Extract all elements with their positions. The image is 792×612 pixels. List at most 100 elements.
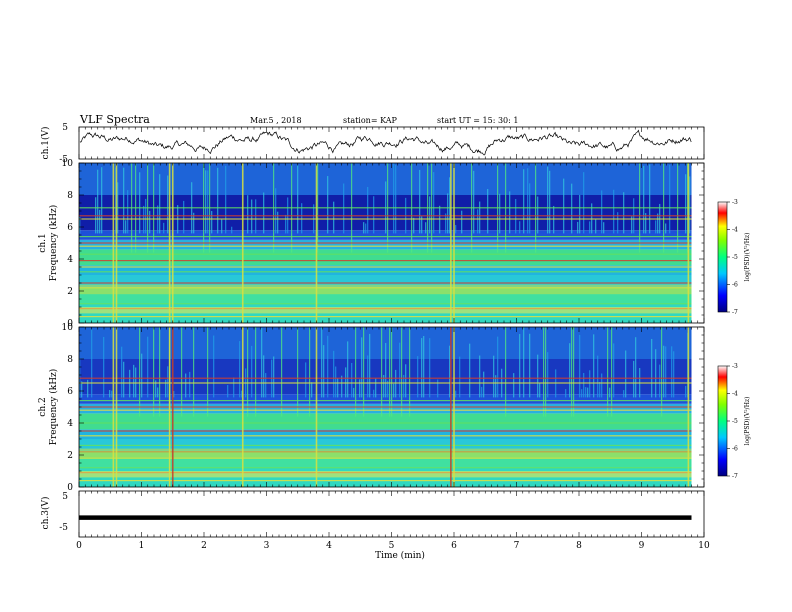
spectrogram-streak (589, 370, 591, 398)
spectrogram-streak (405, 364, 407, 398)
spectrogram-streak (217, 167, 219, 234)
spectrogram-line (79, 218, 692, 220)
spectrogram-ch2-ylabel: Frequency (kHz) (48, 369, 59, 446)
colorbar-ch1-label: log(PSD)(V²/Hz) (744, 233, 751, 282)
spectrogram-streak (211, 211, 213, 234)
time-axis-label: Time (min) (375, 550, 425, 561)
spectrogram-streak (449, 177, 451, 234)
time-axis-tick-label: 1 (139, 541, 145, 551)
spectrogram-impulse (241, 163, 244, 323)
spectrogram-ch2-xticks (78, 327, 705, 487)
spectrogram-streak (573, 327, 575, 417)
spectrogram-streak (333, 350, 335, 398)
spectrogram-streak (109, 389, 111, 398)
spectrogram-streak (537, 196, 539, 234)
spectrogram-impulse (171, 327, 174, 487)
spectrogram-streak (133, 364, 135, 398)
spectrogram-streak (101, 167, 103, 234)
time-axis-tick-label: 4 (326, 541, 332, 551)
spectrogram-ch1-image (79, 163, 692, 323)
spectrogram-streak (181, 327, 183, 417)
colorbar-tick-label: -4 (732, 227, 738, 234)
spectrogram-streak (189, 371, 191, 398)
spectrogram-streak (115, 167, 117, 234)
colorbar-ch2-label: log(PSD)(V²/Hz) (744, 397, 751, 446)
spectrogram-streak (583, 172, 585, 234)
time-axis-tick-label: 10 (698, 541, 710, 551)
spectrogram-impulse (315, 163, 318, 323)
spectrogram-band (79, 249, 692, 266)
y-tick-label: 8 (67, 355, 73, 365)
time-axis-tick-labels: 0 1 2 3 4 5 6 7 8 9 10 (76, 541, 710, 551)
colorbar-tick-label: -7 (732, 309, 738, 316)
spectrogram-streak (213, 335, 215, 398)
spectrogram-streak (447, 193, 449, 234)
spectrogram-streak (97, 169, 99, 234)
spectrogram-streak (649, 164, 651, 234)
spectrogram-streak (261, 328, 263, 398)
spectrogram-streak (391, 327, 393, 417)
spectrogram-streak (123, 361, 125, 398)
spectrogram-streak (239, 341, 241, 398)
spectrogram-streak (337, 378, 339, 398)
spectrogram-streak (661, 327, 663, 417)
y-tick-label: 10 (62, 323, 74, 333)
spectrogram-streak (375, 378, 377, 398)
spectrogram-streak (523, 169, 525, 234)
spectrogram-ch2-channel-label: ch.2 (38, 397, 48, 416)
spectrogram-streak (347, 341, 349, 398)
spectrogram-impulse (450, 163, 452, 323)
spectrogram-ch2-yticks: 0 2 4 6 8 10 (62, 323, 704, 493)
spectrogram-streak (263, 192, 265, 234)
spectrogram-streak (487, 188, 489, 234)
spectrogram-line (79, 435, 692, 437)
spectrogram-streak (251, 345, 253, 398)
spectrogram-line (79, 467, 692, 469)
colorbar-tick-label: -7 (732, 473, 738, 480)
ch3-ytick-bottom: -5 (59, 523, 68, 533)
spectrogram-streak (139, 172, 141, 234)
spectrogram-streak (617, 212, 619, 234)
spectrogram-line (79, 266, 692, 268)
spectrogram-band (79, 230, 692, 240)
spectrogram-streak (225, 165, 227, 234)
spectrogram-streak (613, 189, 615, 234)
spectrogram-streak (305, 362, 307, 398)
colorbar-ch1-gradient (717, 201, 728, 313)
spectrogram-streak (207, 327, 209, 417)
spectrogram-streak (341, 375, 343, 398)
y-tick-label: 6 (67, 223, 73, 233)
spectrogram-streak (671, 346, 673, 398)
colorbar-tick-label: -5 (732, 254, 738, 261)
header-station: station= KAP (343, 116, 398, 125)
spectrogram-streak (125, 220, 127, 234)
spectrogram-impulse (112, 163, 115, 323)
spectrogram-streak (665, 223, 667, 234)
spectrogram-streak (585, 387, 587, 398)
spectrogram-streak (383, 374, 385, 398)
spectrogram-streak (493, 355, 495, 398)
spectrogram-impulse (687, 327, 690, 487)
y-tick-label: 4 (67, 255, 73, 265)
spectrogram-streak (387, 380, 389, 398)
spectrogram-line (79, 430, 692, 432)
spectrogram-streak (363, 327, 365, 417)
spectrogram-streak (395, 369, 397, 398)
waveform-ch1-trace (79, 129, 692, 156)
spectrogram-streak (165, 379, 167, 398)
spectrogram-streak (613, 343, 615, 398)
spectrogram-streak (163, 222, 165, 234)
spectrogram-streak (323, 345, 325, 398)
spectrogram-line (79, 282, 692, 284)
spectrogram-streak (689, 176, 691, 234)
colorbar-tick-label: -3 (732, 199, 738, 206)
spectrogram-streak (449, 345, 451, 398)
spectrogram-streak (635, 337, 637, 398)
spectrogram-streak (499, 193, 501, 234)
spectrogram-streak (381, 327, 383, 417)
spectrogram-streak (81, 381, 83, 398)
spectrogram-line (79, 271, 692, 273)
spectrogram-streak (281, 327, 283, 417)
y-tick-label: 4 (67, 419, 73, 429)
